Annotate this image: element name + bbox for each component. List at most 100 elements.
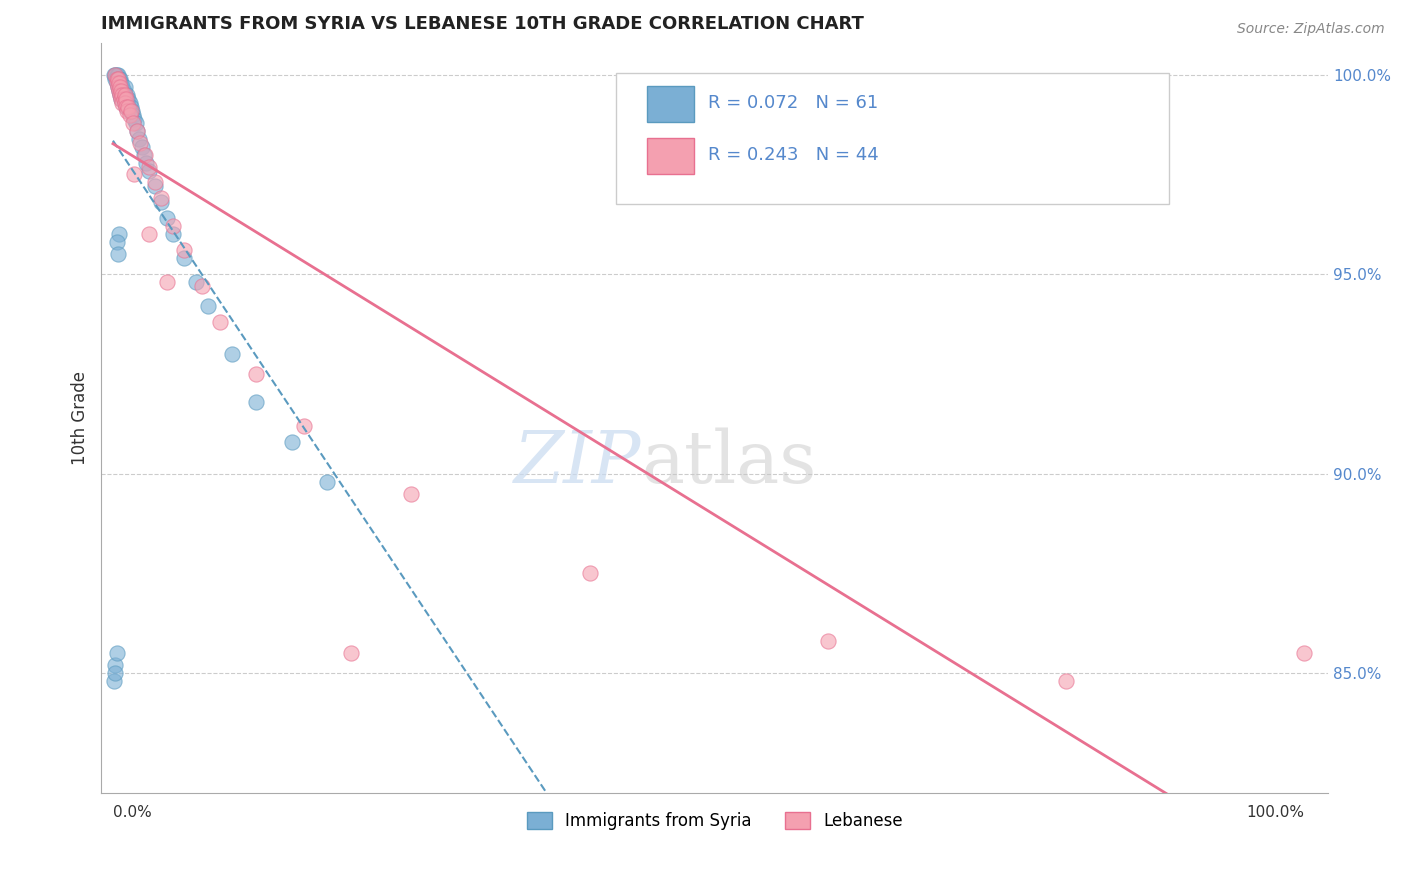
Point bbox=[110, 76, 132, 90]
Point bbox=[105, 76, 128, 90]
Y-axis label: 10th Grade: 10th Grade bbox=[72, 371, 89, 465]
Point bbox=[105, 646, 128, 660]
Point bbox=[124, 112, 146, 126]
Point bbox=[110, 84, 132, 98]
Point bbox=[104, 68, 127, 82]
Point bbox=[111, 79, 134, 94]
Point bbox=[1294, 646, 1316, 660]
Point bbox=[117, 95, 139, 110]
Point bbox=[107, 247, 129, 261]
Point bbox=[245, 394, 267, 409]
Point bbox=[111, 95, 134, 110]
Point bbox=[173, 252, 195, 266]
Point bbox=[129, 136, 152, 150]
Text: Source: ZipAtlas.com: Source: ZipAtlas.com bbox=[1237, 22, 1385, 37]
Point bbox=[114, 79, 136, 94]
Bar bbox=[647, 138, 693, 174]
Point bbox=[149, 191, 172, 205]
Point bbox=[122, 108, 145, 122]
Point bbox=[105, 76, 128, 90]
Point bbox=[118, 95, 141, 110]
Point bbox=[292, 418, 315, 433]
Point bbox=[115, 92, 138, 106]
Point bbox=[115, 100, 138, 114]
Point bbox=[107, 71, 129, 86]
Point bbox=[108, 76, 131, 90]
Point bbox=[114, 95, 136, 110]
Point bbox=[105, 68, 128, 82]
Point bbox=[128, 131, 150, 145]
Point bbox=[108, 71, 131, 86]
Point bbox=[162, 219, 184, 234]
Point bbox=[114, 87, 136, 102]
Point bbox=[108, 87, 131, 102]
Point bbox=[173, 244, 195, 258]
Point bbox=[191, 279, 214, 293]
Point bbox=[117, 103, 139, 118]
Point bbox=[104, 665, 127, 680]
Text: atlas: atlas bbox=[641, 427, 817, 498]
Point bbox=[104, 71, 127, 86]
Point bbox=[105, 235, 128, 250]
Point bbox=[340, 646, 363, 660]
Point bbox=[124, 116, 146, 130]
Point bbox=[107, 71, 129, 86]
Text: ZIP: ZIP bbox=[513, 427, 641, 498]
Point bbox=[186, 275, 208, 289]
Bar bbox=[647, 86, 693, 121]
Point bbox=[117, 100, 139, 114]
Point bbox=[114, 87, 136, 102]
Point bbox=[245, 367, 267, 381]
Point bbox=[105, 71, 128, 86]
Point bbox=[138, 227, 160, 242]
Point bbox=[135, 155, 157, 169]
Point bbox=[104, 658, 127, 673]
Point bbox=[134, 147, 156, 161]
Point bbox=[221, 347, 243, 361]
Point bbox=[115, 92, 138, 106]
Point bbox=[107, 79, 129, 94]
Point bbox=[104, 68, 127, 82]
Point bbox=[138, 160, 160, 174]
Point bbox=[103, 673, 125, 688]
Point bbox=[117, 92, 139, 106]
Point bbox=[117, 87, 139, 102]
Text: IMMIGRANTS FROM SYRIA VS LEBANESE 10TH GRADE CORRELATION CHART: IMMIGRANTS FROM SYRIA VS LEBANESE 10TH G… bbox=[101, 15, 863, 33]
Point bbox=[316, 475, 339, 489]
Text: R = 0.072   N = 61: R = 0.072 N = 61 bbox=[709, 94, 879, 112]
Point bbox=[115, 100, 138, 114]
Point bbox=[108, 84, 131, 98]
Point bbox=[108, 84, 131, 98]
Point bbox=[112, 92, 135, 106]
Point bbox=[149, 195, 172, 210]
Point bbox=[117, 100, 139, 114]
Point bbox=[132, 147, 155, 161]
Point bbox=[578, 566, 600, 581]
Point bbox=[120, 103, 142, 118]
Text: R = 0.243   N = 44: R = 0.243 N = 44 bbox=[709, 146, 879, 164]
Point bbox=[103, 68, 125, 82]
Point bbox=[125, 123, 148, 137]
Point bbox=[111, 87, 134, 102]
Point bbox=[110, 92, 132, 106]
Point bbox=[125, 123, 148, 137]
Point bbox=[107, 68, 129, 82]
Point bbox=[108, 79, 131, 94]
Point bbox=[120, 100, 142, 114]
Point bbox=[162, 227, 184, 242]
FancyBboxPatch shape bbox=[616, 73, 1168, 204]
Point bbox=[155, 275, 177, 289]
Point bbox=[118, 108, 141, 122]
Point bbox=[114, 95, 136, 110]
Point bbox=[143, 179, 166, 194]
Point bbox=[121, 103, 143, 118]
Point bbox=[108, 79, 131, 94]
Point bbox=[138, 163, 160, 178]
Point bbox=[131, 139, 153, 153]
Point bbox=[209, 315, 232, 329]
Point bbox=[111, 87, 134, 102]
Point bbox=[124, 168, 146, 182]
Point bbox=[280, 434, 302, 449]
Point bbox=[107, 79, 129, 94]
Point bbox=[108, 87, 131, 102]
